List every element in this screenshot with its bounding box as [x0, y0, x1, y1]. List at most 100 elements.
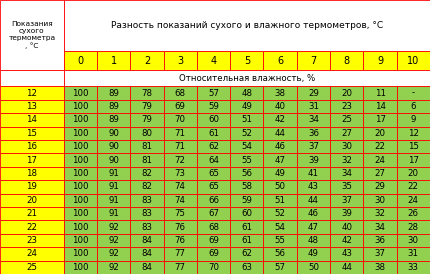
Text: 31: 31: [308, 102, 319, 111]
Bar: [197, 234, 230, 247]
Text: 68: 68: [208, 222, 219, 232]
Text: 64: 64: [208, 156, 219, 165]
Text: 81: 81: [141, 142, 152, 151]
Bar: [97, 153, 130, 167]
Bar: [363, 100, 397, 113]
Text: 55: 55: [241, 156, 252, 165]
Bar: [130, 100, 163, 113]
Text: 100: 100: [72, 156, 89, 165]
Text: Показания
сухого
термометра
, °C: Показания сухого термометра , °C: [8, 21, 55, 49]
Text: 27: 27: [341, 129, 352, 138]
Bar: [363, 51, 397, 70]
Text: 89: 89: [108, 115, 119, 124]
Bar: [97, 113, 130, 127]
Text: 30: 30: [375, 196, 386, 205]
Text: 69: 69: [208, 249, 219, 258]
Bar: [330, 193, 363, 207]
Text: 57: 57: [275, 263, 286, 272]
Bar: [397, 193, 430, 207]
Bar: [264, 167, 297, 180]
Text: 47: 47: [308, 222, 319, 232]
Bar: [197, 140, 230, 153]
Bar: [197, 86, 230, 100]
Bar: [163, 234, 197, 247]
Text: 5: 5: [244, 56, 250, 65]
Text: 51: 51: [241, 115, 252, 124]
Bar: [97, 193, 130, 207]
Bar: [97, 180, 130, 193]
Bar: [230, 153, 264, 167]
Bar: [130, 234, 163, 247]
Bar: [197, 51, 230, 70]
Text: 6: 6: [277, 56, 283, 65]
Text: 100: 100: [72, 236, 89, 245]
Text: 60: 60: [241, 209, 252, 218]
Text: 82: 82: [141, 182, 152, 191]
Text: 39: 39: [341, 209, 352, 218]
Text: 44: 44: [341, 263, 352, 272]
Bar: [0, 247, 64, 261]
Text: 29: 29: [308, 89, 319, 98]
Bar: [64, 153, 97, 167]
Bar: [163, 180, 197, 193]
Text: 54: 54: [241, 142, 252, 151]
Bar: [363, 247, 397, 261]
Text: 15: 15: [26, 129, 37, 138]
Bar: [64, 193, 97, 207]
Text: 83: 83: [141, 209, 152, 218]
Bar: [230, 100, 264, 113]
Bar: [130, 247, 163, 261]
Bar: [97, 51, 130, 70]
Text: 48: 48: [308, 236, 319, 245]
Text: 46: 46: [275, 142, 286, 151]
Text: 89: 89: [108, 102, 119, 111]
Text: 39: 39: [308, 156, 319, 165]
Bar: [163, 127, 197, 140]
Text: 56: 56: [241, 169, 252, 178]
Bar: [264, 247, 297, 261]
Text: 50: 50: [308, 263, 319, 272]
Bar: [397, 51, 430, 70]
Text: 24: 24: [408, 196, 419, 205]
Text: 100: 100: [72, 182, 89, 191]
Text: 51: 51: [275, 196, 286, 205]
Bar: [330, 140, 363, 153]
Text: 43: 43: [341, 249, 352, 258]
Bar: [363, 180, 397, 193]
Text: 69: 69: [175, 102, 186, 111]
Text: 2: 2: [144, 56, 150, 65]
Bar: [330, 247, 363, 261]
Bar: [397, 167, 430, 180]
Bar: [0, 127, 64, 140]
Text: 84: 84: [141, 249, 152, 258]
Bar: [197, 220, 230, 234]
Bar: [64, 140, 97, 153]
Bar: [230, 207, 264, 220]
Bar: [363, 193, 397, 207]
Bar: [230, 113, 264, 127]
Bar: [397, 153, 430, 167]
Bar: [130, 261, 163, 274]
Bar: [97, 140, 130, 153]
Text: 52: 52: [275, 209, 286, 218]
Text: 63: 63: [241, 263, 252, 272]
Text: 90: 90: [108, 129, 119, 138]
Bar: [297, 86, 330, 100]
Text: 24: 24: [26, 249, 37, 258]
Text: 80: 80: [141, 129, 152, 138]
Bar: [363, 220, 397, 234]
Text: 26: 26: [408, 209, 419, 218]
Text: 34: 34: [308, 115, 319, 124]
Bar: [230, 127, 264, 140]
Text: 91: 91: [108, 196, 119, 205]
Text: 78: 78: [141, 89, 152, 98]
Text: 7: 7: [310, 56, 316, 65]
Bar: [163, 100, 197, 113]
Text: 61: 61: [241, 236, 252, 245]
Text: 20: 20: [375, 129, 386, 138]
Bar: [197, 193, 230, 207]
Bar: [264, 127, 297, 140]
Text: 66: 66: [208, 196, 219, 205]
Text: 100: 100: [72, 129, 89, 138]
Bar: [64, 261, 97, 274]
